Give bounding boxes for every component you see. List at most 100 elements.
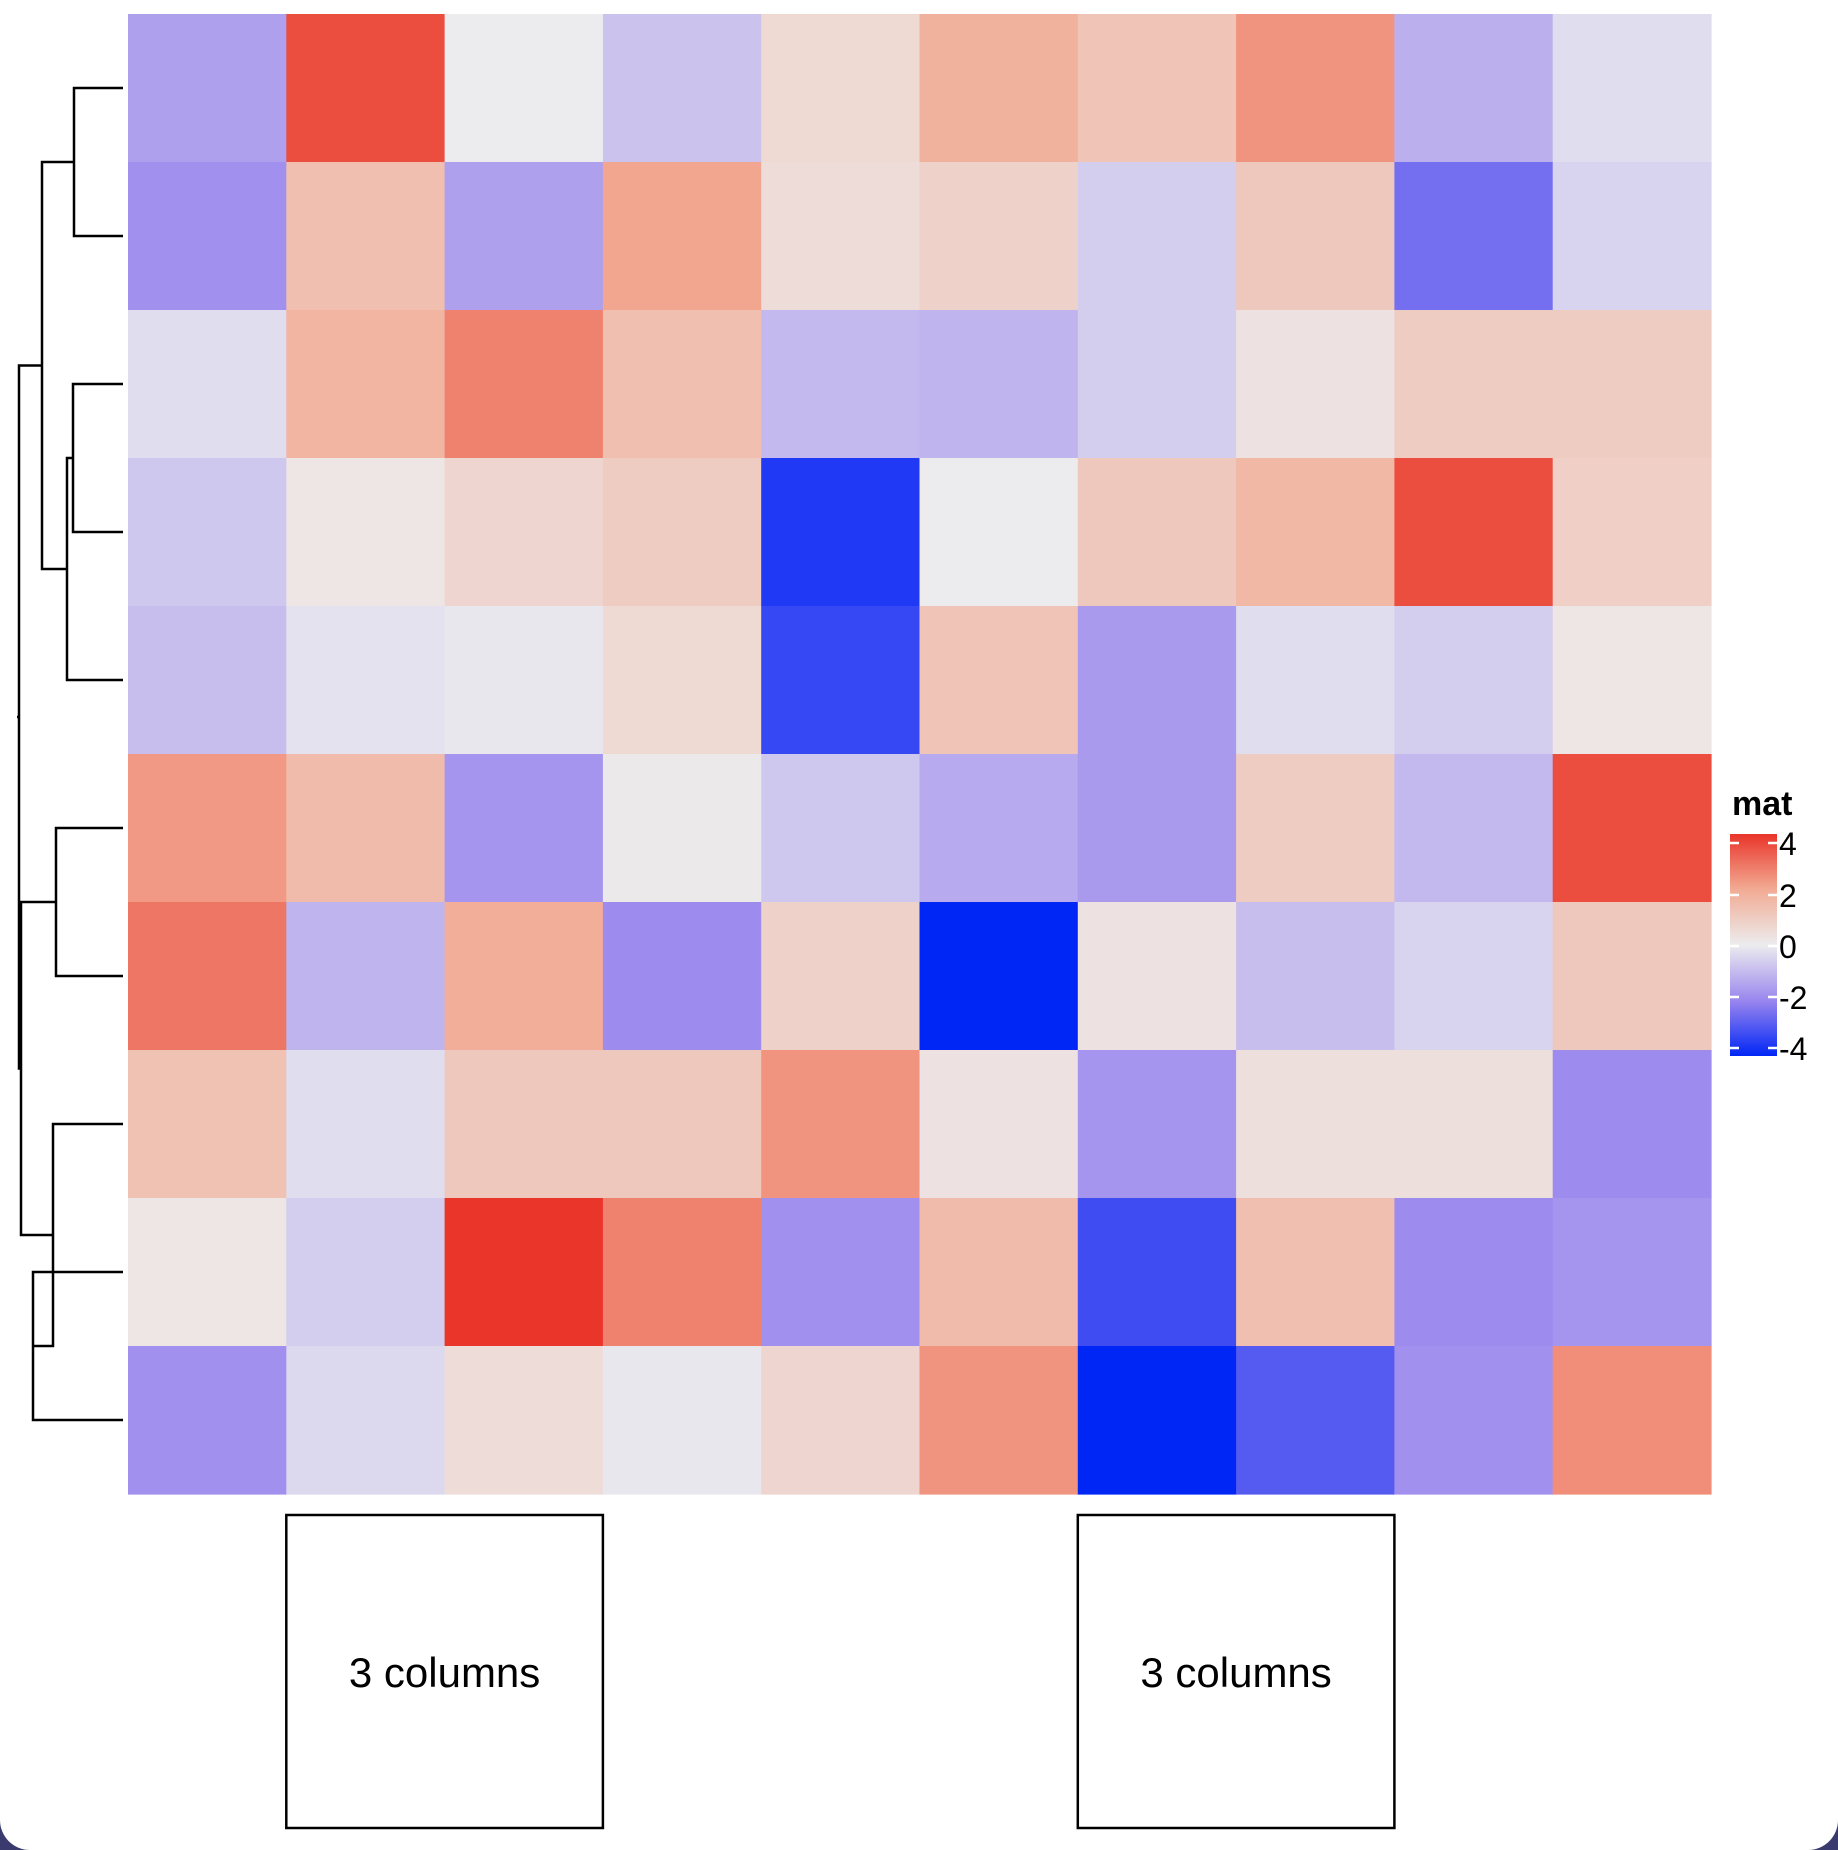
heatmap-cell [444,1346,604,1495]
heatmap-cell [1077,458,1237,607]
heatmap-cell [444,1198,604,1347]
heatmap-cell [602,1346,762,1495]
heatmap-cell [1394,1346,1554,1495]
heatmap-cell [1552,1346,1712,1495]
legend-tick-label: -4 [1779,1031,1807,1067]
heatmap-cell [1552,606,1712,755]
heatmap-cell [602,310,762,459]
heatmap-cell [1077,754,1237,903]
heatmap-cell [1077,1050,1237,1199]
heatmap-cell [919,754,1079,903]
heatmap-cell [128,606,287,755]
heatmap-cell [919,1198,1079,1347]
heatmap-cell [1552,14,1712,163]
heatmap-cell [444,902,604,1051]
heatmap-cell [128,458,287,607]
heatmap-cell [1552,1198,1712,1347]
heatmap-cell [761,606,921,755]
heatmap-cell [1077,606,1237,755]
heatmap-cell [602,1198,762,1347]
heatmap-cell [1552,1050,1712,1199]
heatmap-cell [1552,754,1712,903]
legend-tick-label: 0 [1779,929,1797,965]
heatmap-cell [128,14,287,163]
heatmap-cell [128,754,287,903]
annotation-label: 3 columns [349,1649,540,1696]
heatmap-cell [286,458,446,607]
heatmap-cell [1077,1198,1237,1347]
heatmap-cell [1236,902,1395,1051]
heatmap-cell [286,14,446,163]
heatmap-cell [1077,14,1237,163]
row-dendrogram [17,86,123,1422]
legend-ticks: 4 2 0 -2 -4 [1730,826,1807,1067]
heatmap-cell [286,1198,446,1347]
legend-title: mat [1732,785,1792,823]
heatmap-cell [286,162,446,311]
heatmap-cell [1236,14,1395,163]
heatmap-cell [444,606,604,755]
heatmap-cell [1077,310,1237,459]
heatmap-cell [1236,310,1395,459]
heatmap-cell [919,310,1079,459]
heatmap-cell [761,14,921,163]
heatmap-cell [919,1050,1079,1199]
heatmap-cell [1394,14,1554,163]
heatmap-cell [1236,1198,1395,1347]
dendrogram-branch [19,900,56,1237]
heatmap-cell [1077,902,1237,1051]
heatmap-cell [919,14,1079,163]
heatmap-cell [1552,162,1712,311]
heatmap-cell [1394,458,1554,607]
heatmap-cell [919,606,1079,755]
heatmap-cell [286,310,446,459]
heatmap-cell [1394,902,1554,1051]
legend-tick-label: 4 [1779,826,1797,862]
heatmap-cell [444,458,604,607]
heatmap-cell [919,1346,1079,1495]
heatmap-cell [444,162,604,311]
column-annotation: 3 columns 3 columns [285,1513,1396,1830]
heatmap-cell [1236,754,1395,903]
heatmap-cell [128,902,287,1051]
heatmap-cell [602,1050,762,1199]
dendrogram-branch [54,826,123,978]
heatmap-cell [286,754,446,903]
heatmap-cell [128,1198,287,1347]
heatmap-cell [444,14,604,163]
heatmap-cell [761,310,921,459]
legend-tick-label: -2 [1779,980,1807,1016]
heatmap-cell [919,902,1079,1051]
heatmap-cell [128,162,287,311]
heatmap-cell [919,458,1079,607]
annotation-label: 3 columns [1140,1649,1331,1696]
heatmap-cell [602,606,762,755]
heatmap-cell [444,310,604,459]
heatmap-cell [602,162,762,311]
heatmap-cell [919,162,1079,311]
heatmap-cell [128,1346,287,1495]
heatmap-cell [1236,162,1395,311]
heatmap-cell [761,902,921,1051]
heatmap-cell [1394,1198,1554,1347]
annotation-box [1076,1513,1396,1830]
heatmap-cell [602,458,762,607]
dendrogram-branch [17,364,42,1070]
dendrogram-branch [71,382,123,534]
heatmap-cell [128,1050,287,1199]
heatmap-cell [761,1198,921,1347]
dendrogram-branch [65,456,123,682]
heatmap-cell [1394,754,1554,903]
heatmap-cell [761,1050,921,1199]
heatmap-cell [761,458,921,607]
heatmap-cell [761,162,921,311]
heatmap-cell [1394,606,1554,755]
heatmap-cell [602,902,762,1051]
heatmap-cell [1236,1346,1395,1495]
heatmap-cell [1552,902,1712,1051]
heatmap-cell [1552,458,1712,607]
heatmap-cell [1552,310,1712,459]
heatmap-cell [444,1050,604,1199]
